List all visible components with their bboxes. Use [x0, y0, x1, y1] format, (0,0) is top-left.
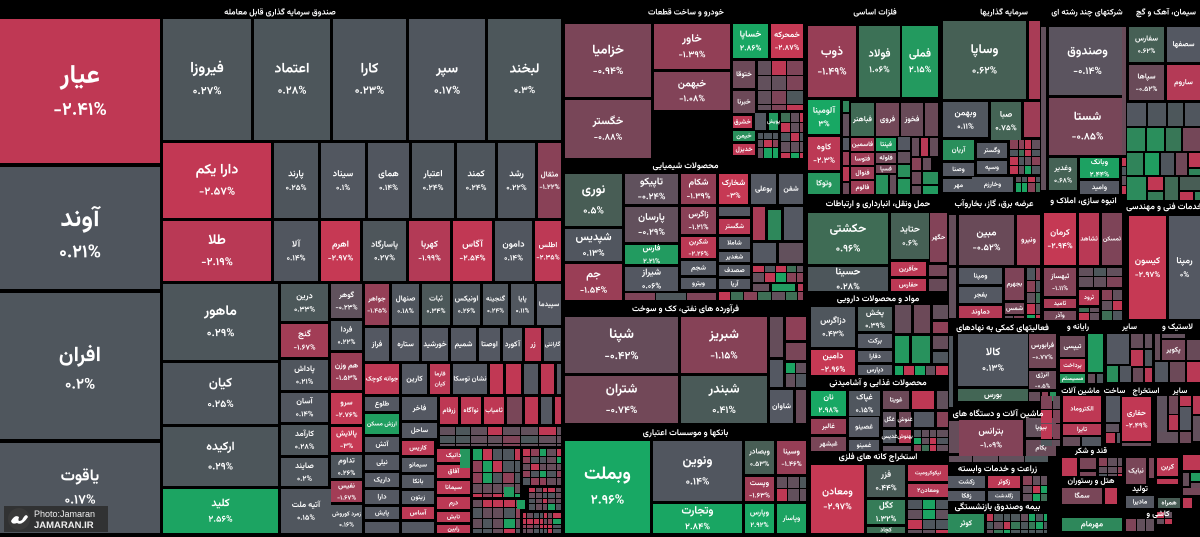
svg-text:JAMARAN.IR: JAMARAN.IR: [34, 520, 94, 531]
svg-text:Photo:Jamaran: Photo:Jamaran: [34, 509, 95, 519]
